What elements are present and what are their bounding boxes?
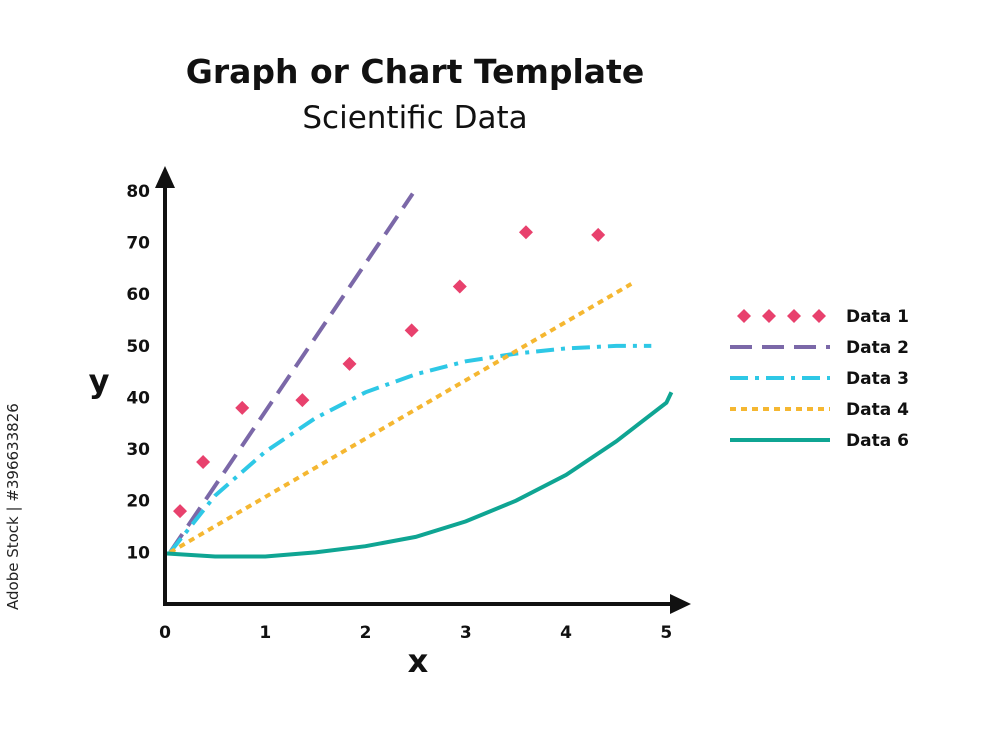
- legend-label: Data 4: [846, 400, 909, 420]
- legend-marker: [787, 309, 801, 323]
- data1-point: [518, 225, 533, 240]
- y-tick-label: 10: [126, 543, 150, 563]
- y-tick-label: 20: [126, 492, 150, 512]
- legend: Data 1 Data 2 Data 3 Data 4 Data 6: [730, 307, 909, 451]
- y-tick-label: 50: [126, 337, 150, 357]
- y-tick-label: 30: [126, 440, 150, 460]
- chart-subtitle: Scientific Data: [302, 100, 528, 136]
- series-line-data-4: [168, 282, 633, 555]
- x-tick-label: 3: [460, 623, 472, 643]
- x-tick-label: 2: [360, 623, 372, 643]
- chart-title: Graph or Chart Template: [185, 52, 645, 91]
- x-tick-label: 4: [560, 623, 572, 643]
- x-tick-label: 1: [259, 623, 271, 643]
- legend-marker: [762, 309, 776, 323]
- series-line-data-6: [164, 391, 674, 559]
- data1-point: [196, 455, 211, 470]
- y-tick-label: 60: [126, 285, 150, 305]
- legend-marker: [812, 309, 826, 323]
- x-axis-label: x: [408, 642, 429, 680]
- legend-label: Data 1: [846, 307, 909, 327]
- y-axis-label: y: [89, 362, 110, 400]
- y-tick-label: 80: [126, 182, 150, 202]
- y-axis-arrow: [155, 166, 175, 188]
- data1-point: [342, 356, 357, 371]
- x-tick-label: 0: [159, 623, 171, 643]
- legend-label: Data 3: [846, 369, 909, 389]
- data1-point: [235, 400, 250, 415]
- data1-point: [452, 279, 467, 294]
- series-layer: [164, 192, 674, 559]
- data1-point: [591, 227, 606, 242]
- series-line-data-3: [168, 343, 652, 554]
- legend-marker: [737, 309, 751, 323]
- x-axis-arrow: [670, 594, 691, 614]
- x-tick-label: 5: [660, 623, 672, 643]
- legend-label: Data 6: [846, 431, 909, 451]
- series-line-data-2: [168, 192, 415, 554]
- data1-point: [404, 323, 419, 338]
- legend-label: Data 2: [846, 338, 909, 358]
- y-tick-label: 40: [126, 388, 150, 408]
- data1-point: [173, 504, 188, 519]
- tick-layer: 0 1 2 3 4 5 10 20 30 40 50 60 70 80: [126, 182, 672, 643]
- data1-point: [295, 393, 310, 408]
- y-tick-label: 70: [126, 234, 150, 254]
